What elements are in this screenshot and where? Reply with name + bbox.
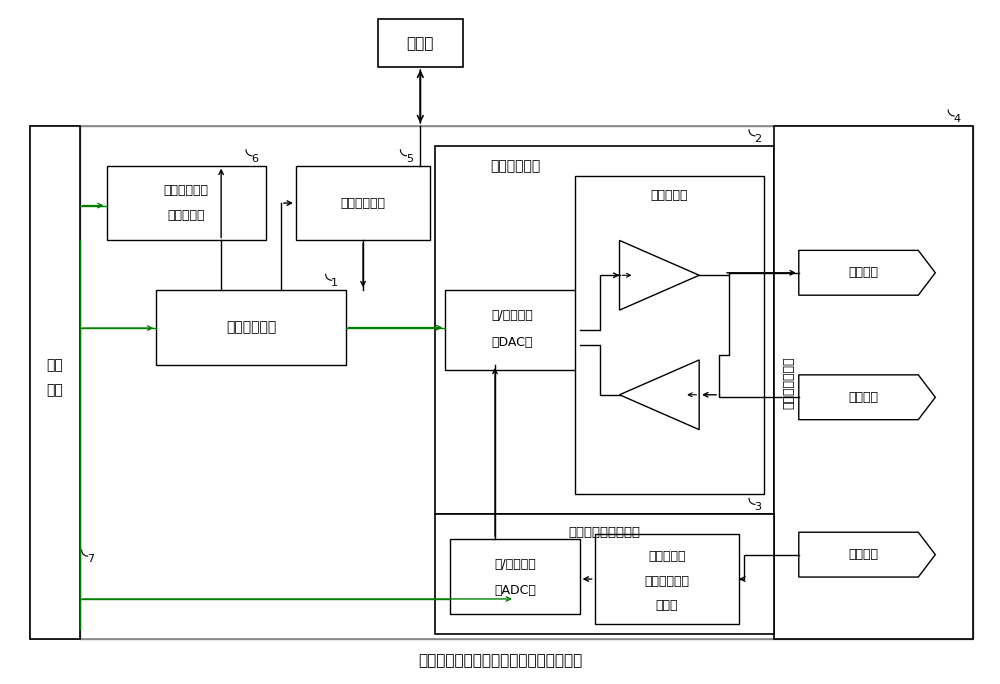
FancyBboxPatch shape (445, 290, 580, 370)
Text: 上位机: 上位机 (407, 36, 434, 51)
Text: 数/模转换器: 数/模转换器 (492, 308, 533, 321)
Text: 3: 3 (754, 502, 761, 512)
FancyBboxPatch shape (107, 166, 266, 240)
FancyBboxPatch shape (30, 126, 80, 639)
FancyBboxPatch shape (156, 290, 346, 365)
Text: 大电路: 大电路 (656, 599, 678, 612)
Text: 电流电压转: 电流电压转 (648, 550, 686, 563)
FancyBboxPatch shape (774, 126, 973, 639)
Polygon shape (620, 240, 699, 310)
Text: 7: 7 (87, 554, 94, 564)
Text: （ADC）: （ADC） (494, 585, 536, 598)
Text: 工作电极: 工作电极 (849, 548, 879, 561)
FancyBboxPatch shape (296, 166, 430, 240)
Text: 5: 5 (406, 154, 413, 163)
Text: 换、滤波及放: 换、滤波及放 (644, 575, 689, 588)
Text: 恒电位电路: 恒电位电路 (651, 189, 688, 202)
Text: 界面显示与数: 界面显示与数 (164, 184, 209, 197)
Polygon shape (799, 250, 935, 295)
Text: 系统控制模块: 系统控制模块 (226, 321, 276, 334)
Text: 据存储模块: 据存储模块 (168, 209, 205, 222)
FancyBboxPatch shape (575, 176, 764, 495)
FancyBboxPatch shape (450, 539, 580, 614)
Text: 模块: 模块 (46, 383, 63, 397)
Text: （DAC）: （DAC） (492, 335, 533, 349)
Text: 信号采集与处理模块: 信号采集与处理模块 (569, 526, 641, 539)
Text: 4: 4 (954, 114, 961, 124)
FancyBboxPatch shape (595, 534, 739, 624)
Text: 辅助电极: 辅助电极 (849, 266, 879, 279)
Text: 参比电极: 参比电极 (849, 391, 879, 404)
Text: 模/数转换器: 模/数转换器 (494, 557, 536, 570)
Polygon shape (799, 532, 935, 577)
FancyBboxPatch shape (435, 146, 774, 514)
Text: 6: 6 (251, 154, 258, 163)
Text: 电源: 电源 (46, 358, 63, 372)
Text: 1: 1 (331, 278, 338, 288)
Text: 串口通信模块: 串口通信模块 (341, 196, 386, 209)
Text: 恒电位仪模块: 恒电位仪模块 (490, 159, 540, 173)
Text: 脲酶生物传感器: 脲酶生物传感器 (782, 356, 795, 408)
FancyBboxPatch shape (435, 514, 774, 634)
Text: 2: 2 (754, 134, 762, 144)
FancyBboxPatch shape (378, 19, 463, 67)
Polygon shape (799, 375, 935, 420)
Text: 基于脲酶生物传感器的土壤重金属检测仪: 基于脲酶生物传感器的土壤重金属检测仪 (418, 653, 582, 668)
Polygon shape (620, 360, 699, 430)
